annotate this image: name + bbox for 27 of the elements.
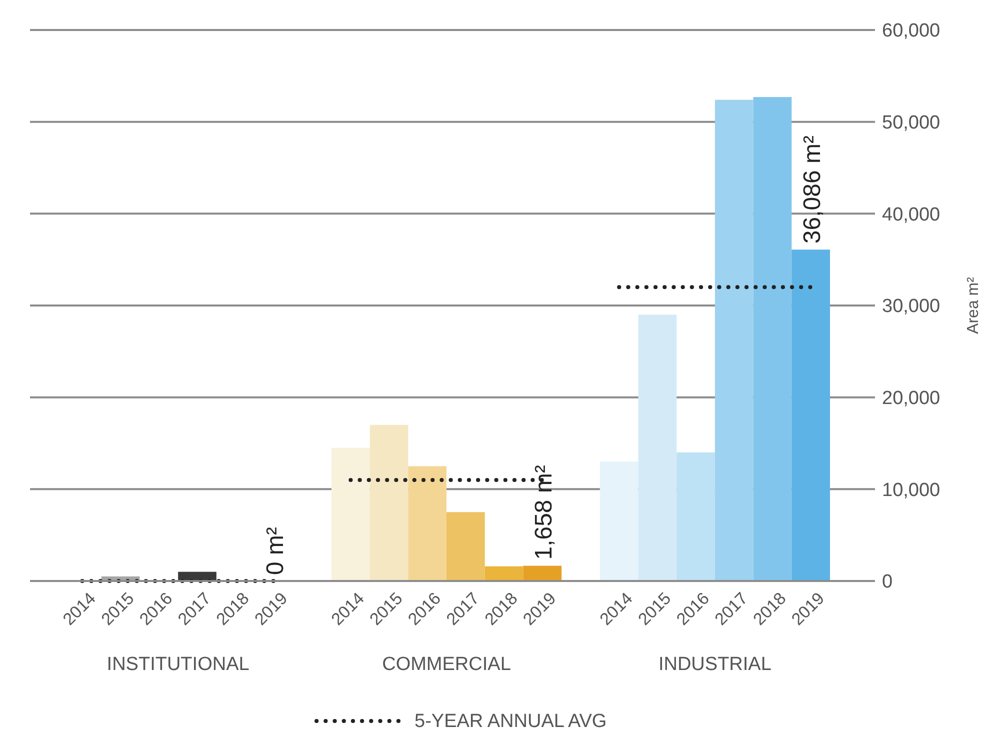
text: COMMERCIAL (382, 654, 511, 675)
bar (331, 448, 370, 581)
y-tick-label: 20,000 (882, 388, 940, 409)
y-tick-label: 60,000 (882, 20, 940, 42)
y-tick-label: 40,000 (882, 204, 940, 226)
bar (446, 512, 485, 581)
bar (484, 566, 524, 581)
y-tick-label: 10,000 (882, 480, 940, 501)
bar (753, 97, 792, 581)
data-label: 36,086 m² (798, 136, 826, 244)
bar (523, 566, 562, 581)
legend-label: 5-YEAR ANNUAL AVG (414, 711, 607, 732)
text: INSTITUTIONAL (106, 654, 250, 675)
y-axis-title: Area m² (965, 276, 982, 334)
bar (714, 100, 754, 581)
bar (676, 452, 715, 581)
data-label: 1,658 m² (530, 465, 558, 560)
bar (638, 314, 677, 581)
text: INDUSTRIAL (658, 654, 772, 675)
y-tick-label: 50,000 (882, 112, 940, 134)
bar (792, 250, 830, 581)
y-tick-label: 0 (882, 572, 893, 593)
y-tick-label: 30,000 (882, 296, 940, 318)
bar (600, 462, 638, 581)
bar (408, 466, 446, 581)
bar (370, 424, 408, 581)
data-label: 0 m² (262, 526, 289, 575)
